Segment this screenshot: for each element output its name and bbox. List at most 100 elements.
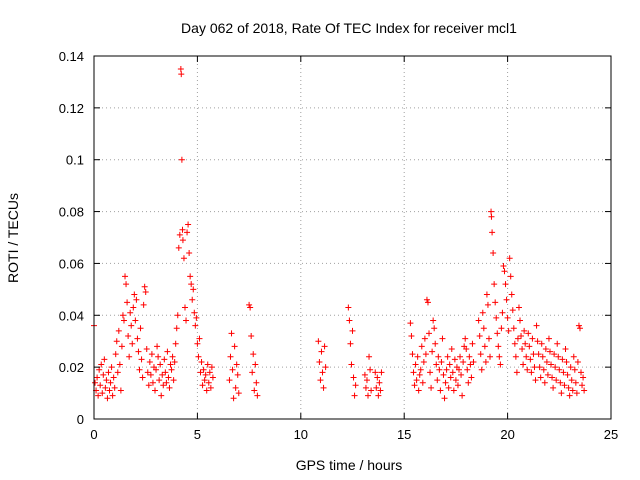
data-point <box>529 335 536 342</box>
data-point <box>575 322 582 329</box>
data-point <box>409 351 416 358</box>
data-point <box>317 377 324 384</box>
data-point <box>109 392 116 399</box>
data-point <box>149 379 156 386</box>
data-point <box>417 366 424 373</box>
data-point <box>145 382 152 389</box>
chart-title: Day 062 of 2018, Rate Of TEC Index for r… <box>181 20 517 36</box>
data-point <box>156 377 163 384</box>
data-point <box>164 348 171 355</box>
data-point <box>559 356 566 363</box>
data-point <box>376 379 383 386</box>
data-point <box>524 366 531 373</box>
data-point <box>497 361 504 368</box>
data-point <box>550 384 557 391</box>
data-points <box>91 65 588 402</box>
data-point <box>438 358 445 365</box>
data-point <box>568 377 575 384</box>
data-point <box>439 335 446 342</box>
data-point <box>160 382 167 389</box>
data-point <box>532 377 539 384</box>
data-point <box>185 221 192 228</box>
data-point <box>517 317 524 324</box>
data-point <box>465 379 472 386</box>
data-point <box>558 390 565 397</box>
data-point <box>460 358 467 365</box>
data-point <box>97 382 104 389</box>
data-point <box>408 333 415 340</box>
data-point <box>446 361 453 368</box>
data-point <box>563 358 570 365</box>
data-point <box>247 304 254 311</box>
data-point <box>463 345 470 352</box>
data-point <box>199 382 206 389</box>
data-point <box>111 384 118 391</box>
data-point <box>140 301 147 308</box>
data-point <box>362 384 369 391</box>
data-point <box>173 325 180 332</box>
data-point <box>452 377 459 384</box>
data-point <box>520 361 527 368</box>
data-point <box>459 392 466 399</box>
data-point <box>507 273 514 280</box>
data-point <box>430 317 437 324</box>
data-point <box>411 382 418 389</box>
data-point <box>147 371 154 378</box>
data-point <box>424 299 431 306</box>
data-point <box>434 377 441 384</box>
data-point <box>348 361 355 368</box>
data-point <box>347 340 354 347</box>
data-point <box>495 343 502 350</box>
data-point <box>476 333 483 340</box>
data-point <box>228 330 235 337</box>
data-point <box>230 395 237 402</box>
data-point <box>188 281 195 288</box>
data-point <box>229 366 236 373</box>
data-point <box>510 325 517 332</box>
data-point <box>451 356 458 363</box>
data-point <box>576 325 583 332</box>
x-tick-label-1: 5 <box>194 427 201 442</box>
data-point <box>466 353 473 360</box>
data-point <box>161 356 168 363</box>
data-point <box>569 387 576 394</box>
data-point <box>115 327 122 334</box>
data-point <box>319 369 326 376</box>
data-point <box>429 348 436 355</box>
data-point <box>432 340 439 347</box>
data-point <box>103 377 110 384</box>
data-point <box>571 366 578 373</box>
data-point <box>513 369 520 376</box>
data-point <box>462 335 469 342</box>
data-point <box>155 353 162 360</box>
data-point <box>178 71 185 78</box>
data-point <box>106 387 113 394</box>
data-point <box>444 353 451 360</box>
y-tick-label-3: 0.06 <box>59 256 84 271</box>
data-point <box>502 281 509 288</box>
data-point <box>124 299 131 306</box>
data-point <box>564 371 571 378</box>
data-point <box>427 369 434 376</box>
data-point <box>482 358 489 365</box>
data-point <box>501 268 508 275</box>
data-point <box>578 369 585 376</box>
data-point <box>530 351 537 358</box>
data-point <box>526 343 533 350</box>
data-point <box>555 353 562 360</box>
data-point <box>538 340 545 347</box>
data-point <box>377 387 384 394</box>
data-point <box>485 335 492 342</box>
data-point <box>478 366 485 373</box>
data-point <box>107 379 114 386</box>
data-point <box>428 384 435 391</box>
data-point <box>144 369 151 376</box>
data-point <box>528 369 535 376</box>
x-tick-label-2: 10 <box>294 427 308 442</box>
data-point <box>480 325 487 332</box>
data-point <box>566 392 573 399</box>
data-point <box>407 320 414 327</box>
data-point <box>562 345 569 352</box>
data-point <box>479 309 486 316</box>
